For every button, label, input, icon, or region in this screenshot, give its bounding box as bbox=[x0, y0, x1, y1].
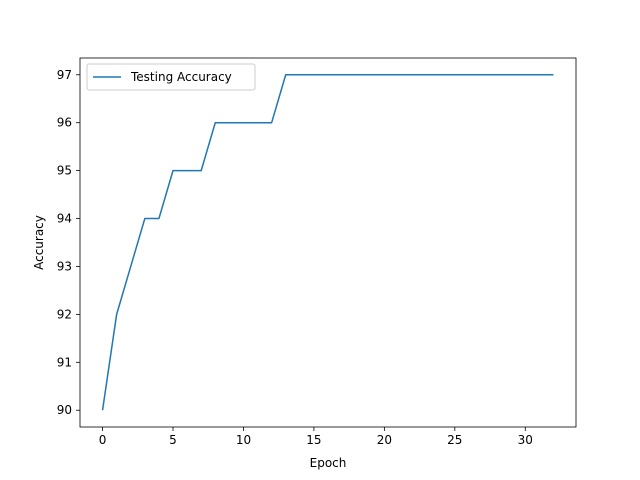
y-tick-label: 90 bbox=[57, 403, 72, 417]
series-line-0 bbox=[101, 74, 554, 411]
x-tick-label: 0 bbox=[99, 433, 107, 447]
axes-frame bbox=[79, 57, 577, 428]
x-tick-label: 5 bbox=[169, 433, 177, 447]
y-tick-label: 91 bbox=[57, 355, 72, 369]
y-tick-label: 96 bbox=[57, 116, 72, 130]
plot-area bbox=[101, 74, 554, 411]
y-tick-label: 95 bbox=[57, 164, 72, 178]
y-tick-label: 92 bbox=[57, 307, 72, 321]
x-tick-label: 30 bbox=[518, 433, 533, 447]
legend-label-testing-accuracy: Testing Accuracy bbox=[130, 70, 232, 84]
x-tick-label: 20 bbox=[377, 433, 392, 447]
x-tick-label: 10 bbox=[236, 433, 251, 447]
x-tick-label: 15 bbox=[306, 433, 321, 447]
y-tick-label: 93 bbox=[57, 259, 72, 273]
legend-box bbox=[86, 63, 256, 91]
axes: 0 5 10 15 20 25 30 90 91 92 93 94 95 96 97 bbox=[57, 57, 577, 447]
x-axis-title: Epoch bbox=[310, 456, 347, 470]
y-tick-label: 97 bbox=[57, 68, 72, 82]
y-axis-title: Accuracy bbox=[32, 215, 46, 270]
legend: Testing Accuracy bbox=[86, 63, 256, 91]
x-tick-label: 25 bbox=[447, 433, 462, 447]
y-tick-label: 94 bbox=[57, 212, 72, 226]
